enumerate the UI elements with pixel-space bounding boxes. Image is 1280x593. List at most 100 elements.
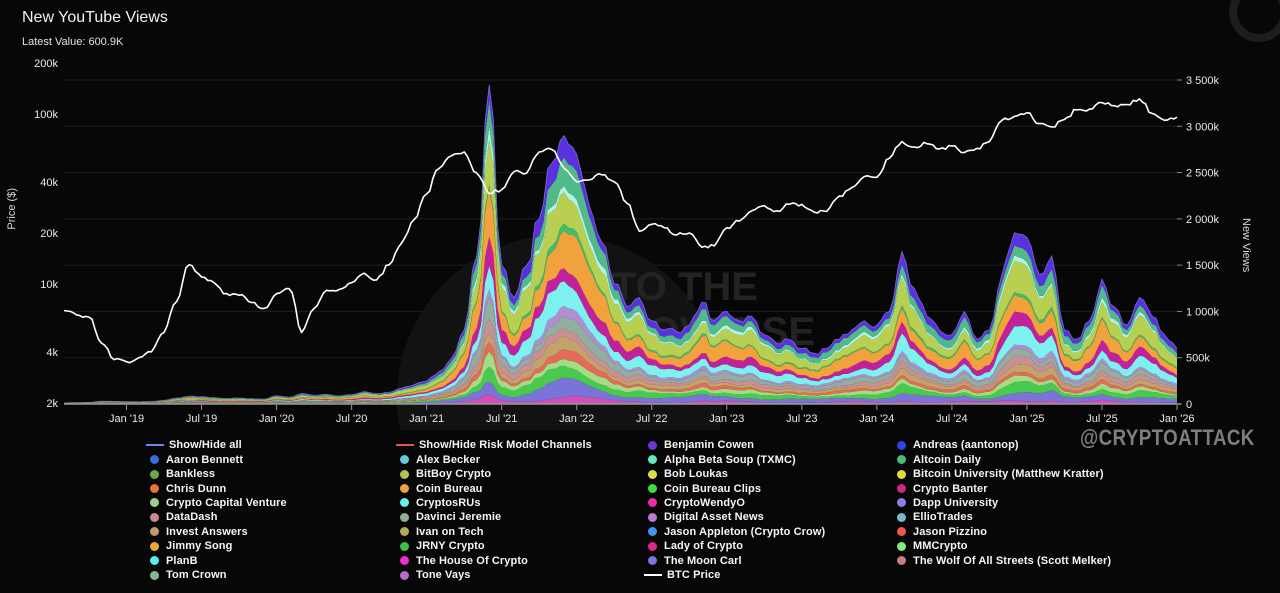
legend-item-chris-dunn[interactable]: Chris Dunn [150, 481, 287, 495]
price-tick-label: 4k [46, 347, 58, 359]
legend-dot-icon [400, 556, 409, 566]
legend-item-label: CryptoWendyO [664, 496, 746, 509]
legend-dot-icon [648, 498, 657, 508]
legend-item-davinci-jeremie[interactable]: Davinci Jeremie [400, 510, 592, 524]
legend-dot-icon [150, 455, 159, 465]
legend-item-cryptowendyo[interactable]: CryptoWendyO [648, 496, 825, 510]
legend-item-the-house-of-crypto[interactable]: The House Of Crypto [400, 554, 592, 568]
legend-dot-icon [150, 498, 159, 508]
legend-dot-icon [400, 498, 409, 508]
legend-item-tom-crown[interactable]: Tom Crown [150, 568, 287, 582]
legend: Show/Hide all Aaron Bennett Bankless Chris … [0, 438, 1280, 593]
legend-item-label: Ivan on Tech [416, 525, 484, 538]
legend-item-andreas-aantonop[interactable]: Andreas (aantonop) [897, 438, 1111, 452]
watermark-handle: @CRYPTOATTACK [1080, 425, 1255, 450]
legend-item-benjamin-cowen[interactable]: Benjamin Cowen [648, 438, 825, 452]
legend-item-cryptosrus[interactable]: CryptosRUs [400, 496, 592, 510]
legend-item-label: Show/Hide all [169, 439, 242, 452]
legend-item-btc-price[interactable]: BTC Price [644, 568, 825, 582]
legend-dot-icon [150, 469, 159, 479]
legend-item-coin-bureau[interactable]: Coin Bureau [400, 481, 592, 495]
legend-item-planb[interactable]: PlanB [150, 554, 287, 568]
legend-item-the-moon-carl[interactable]: The Moon Carl [648, 554, 825, 568]
legend-item-invest-answers[interactable]: Invest Answers [150, 525, 287, 539]
views-tick-label: 3 500k [1186, 75, 1220, 87]
legend-dot-icon [897, 469, 906, 479]
legend-item-label: Benjamin Cowen [664, 439, 755, 452]
legend-item-jrny-crypto[interactable]: JRNY Crypto [400, 539, 592, 553]
legend-item-label: DataDash [166, 511, 218, 524]
legend-item-label: Chris Dunn [166, 482, 227, 495]
legend-line-icon [396, 444, 414, 447]
legend-dot-icon [400, 527, 409, 537]
legend-dot-icon [150, 541, 159, 551]
legend-item-tone-vays[interactable]: Tone Vays [400, 568, 592, 582]
legend-item-alex-becker[interactable]: Alex Becker [400, 452, 592, 466]
legend-item-jason-appleton-crypto-crow[interactable]: Jason Appleton (Crypto Crow) [648, 525, 825, 539]
views-tick-label: 1 500k [1186, 260, 1220, 272]
legend-dot-icon [400, 469, 409, 479]
legend-item-altcoin-daily[interactable]: Altcoin Daily [897, 452, 1111, 466]
legend-item-label: The Moon Carl [664, 554, 742, 567]
x-tick-label: Jan '24 [859, 413, 894, 425]
legend-item-jason-pizzino[interactable]: Jason Pizzino [897, 525, 1111, 539]
legend-item-label: MMCrypto [913, 540, 968, 553]
legend-dot-icon [648, 527, 657, 537]
legend-dot-icon [648, 484, 657, 494]
legend-item-dapp-university[interactable]: Dapp University [897, 496, 1111, 510]
legend-item-label: Jimmy Song [166, 540, 233, 553]
x-tick-label: Jan '21 [409, 413, 444, 425]
legend-column: Andreas (aantonop) Altcoin Daily Bitcoin U… [897, 438, 1111, 568]
x-tick-label: Jan '22 [559, 413, 594, 425]
legend-dot-icon [897, 484, 906, 494]
legend-item-coin-bureau-clips[interactable]: Coin Bureau Clips [648, 481, 825, 495]
legend-item-label: Tone Vays [416, 569, 471, 582]
right-axis-title: New Views [1240, 218, 1252, 273]
x-tick-label: Jan '25 [1009, 413, 1044, 425]
legend-item-the-wolf-of-all-streets-scott-melker[interactable]: The Wolf Of All Streets (Scott Melker) [897, 554, 1111, 568]
legend-item-label: Crypto Capital Venture [166, 496, 287, 509]
legend-item-label: Show/Hide Risk Model Channels [419, 439, 592, 452]
legend-item-label: Crypto Banter [913, 482, 988, 495]
legend-item-ivan-on-tech[interactable]: Ivan on Tech [400, 525, 592, 539]
legend-dot-icon [648, 512, 657, 522]
legend-item-label: Bankless [166, 468, 216, 481]
legend-dot-icon [648, 440, 657, 450]
legend-item-label: Coin Bureau Clips [664, 482, 762, 495]
legend-item-label: Bitcoin University (Matthew Kratter) [913, 468, 1104, 481]
legend-dot-icon [897, 556, 906, 566]
price-tick-label: 40k [40, 177, 58, 189]
legend-dot-icon [897, 440, 906, 450]
legend-item-jimmy-song[interactable]: Jimmy Song [150, 539, 287, 553]
legend-item-show-hide-risk-model-channels[interactable]: Show/Hide Risk Model Channels [396, 438, 592, 452]
legend-item-label: Alex Becker [416, 453, 481, 466]
price-tick-label: 10k [40, 279, 58, 291]
legend-item-bitcoin-university-matthew-kratter[interactable]: Bitcoin University (Matthew Kratter) [897, 467, 1111, 481]
legend-dot-icon [150, 527, 159, 537]
legend-item-bitboy-crypto[interactable]: BitBoy Crypto [400, 467, 592, 481]
legend-item-alpha-beta-soup-txmc[interactable]: Alpha Beta Soup (TXMC) [648, 452, 825, 466]
legend-item-label: Altcoin Daily [913, 453, 981, 466]
legend-item-crypto-banter[interactable]: Crypto Banter [897, 481, 1111, 495]
latest-value-label: Latest Value: 600.9K [22, 36, 124, 48]
legend-item-digital-asset-news[interactable]: Digital Asset News [648, 510, 825, 524]
legend-item-label: EllioTrades [913, 511, 973, 524]
legend-item-lady-of-crypto[interactable]: Lady of Crypto [648, 539, 825, 553]
legend-dot-icon [897, 527, 906, 537]
legend-item-show-hide-all[interactable]: Show/Hide all [146, 438, 287, 452]
legend-item-mmcrypto[interactable]: MMCrypto [897, 539, 1111, 553]
legend-item-datadash[interactable]: DataDash [150, 510, 287, 524]
legend-item-crypto-capital-venture[interactable]: Crypto Capital Venture [150, 496, 287, 510]
btc-price-line [63, 98, 1178, 364]
legend-dot-icon [648, 556, 657, 566]
legend-item-elliotrades[interactable]: EllioTrades [897, 510, 1111, 524]
legend-item-label: Alpha Beta Soup (TXMC) [664, 453, 796, 466]
stacked-areas [63, 84, 1178, 404]
legend-item-aaron-bennett[interactable]: Aaron Bennett [150, 452, 287, 466]
legend-item-bob-loukas[interactable]: Bob Loukas [648, 467, 825, 481]
legend-item-label: The House Of Crypto [416, 554, 528, 567]
legend-dot-icon [150, 570, 159, 580]
legend-item-bankless[interactable]: Bankless [150, 467, 287, 481]
